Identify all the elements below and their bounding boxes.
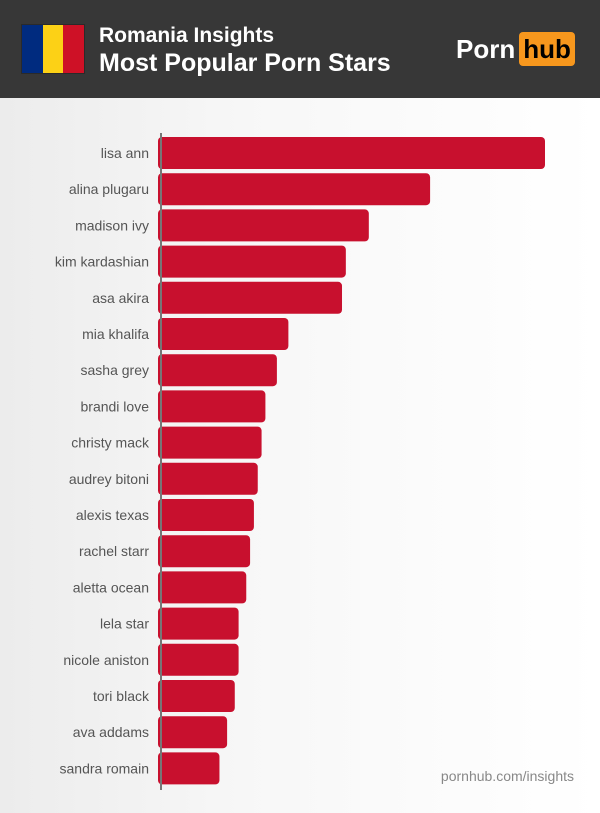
bar bbox=[158, 680, 235, 712]
romania-flag-icon bbox=[21, 24, 85, 74]
bar bbox=[158, 354, 277, 387]
category-label: rachel starr bbox=[79, 543, 149, 559]
flag-stripe-yellow bbox=[42, 25, 64, 73]
category-label: tori black bbox=[93, 688, 150, 704]
bar bbox=[158, 281, 343, 314]
page-subtitle: Romania Insights bbox=[99, 24, 275, 47]
logo-part1: Porn bbox=[456, 33, 516, 64]
bar bbox=[158, 173, 431, 206]
bar bbox=[158, 245, 346, 278]
category-label: asa akira bbox=[92, 290, 149, 306]
category-label: christy mack bbox=[71, 435, 150, 451]
category-label: kim kardashian bbox=[55, 254, 149, 270]
pornhub-logo: Porn hub bbox=[456, 32, 575, 66]
category-label: madison ivy bbox=[75, 217, 149, 233]
header: Romania Insights Most Popular Porn Stars… bbox=[0, 0, 600, 98]
category-label: ava addams bbox=[73, 724, 149, 740]
bar bbox=[158, 535, 251, 568]
category-label: sasha grey bbox=[81, 362, 149, 378]
category-label: nicole aniston bbox=[63, 652, 149, 668]
category-label: mia khalifa bbox=[82, 326, 149, 342]
flag-stripe-red bbox=[63, 25, 85, 73]
bar bbox=[158, 752, 220, 785]
page-title: Most Popular Porn Stars bbox=[99, 49, 391, 77]
category-label: audrey bitoni bbox=[69, 471, 149, 487]
bar bbox=[158, 137, 545, 169]
category-label: alina plugaru bbox=[69, 181, 149, 197]
bar bbox=[158, 499, 254, 531]
logo-part2: hub bbox=[519, 32, 575, 66]
category-label: sandra romain bbox=[60, 760, 150, 776]
bar bbox=[158, 318, 289, 350]
flag-stripe-blue bbox=[22, 25, 43, 73]
category-label: lela star bbox=[100, 616, 149, 632]
bar bbox=[158, 716, 228, 749]
bar bbox=[158, 426, 262, 459]
category-label: lisa ann bbox=[101, 145, 149, 161]
bar bbox=[158, 607, 239, 640]
category-label: aletta ocean bbox=[73, 579, 149, 595]
footer-url: pornhub.com/insights bbox=[440, 768, 574, 784]
category-label: brandi love bbox=[81, 398, 150, 414]
bar bbox=[158, 462, 258, 495]
category-label: alexis texas bbox=[76, 507, 149, 523]
bar bbox=[158, 571, 247, 604]
bar bbox=[158, 390, 266, 423]
bar bbox=[158, 643, 239, 676]
bar bbox=[158, 209, 369, 242]
